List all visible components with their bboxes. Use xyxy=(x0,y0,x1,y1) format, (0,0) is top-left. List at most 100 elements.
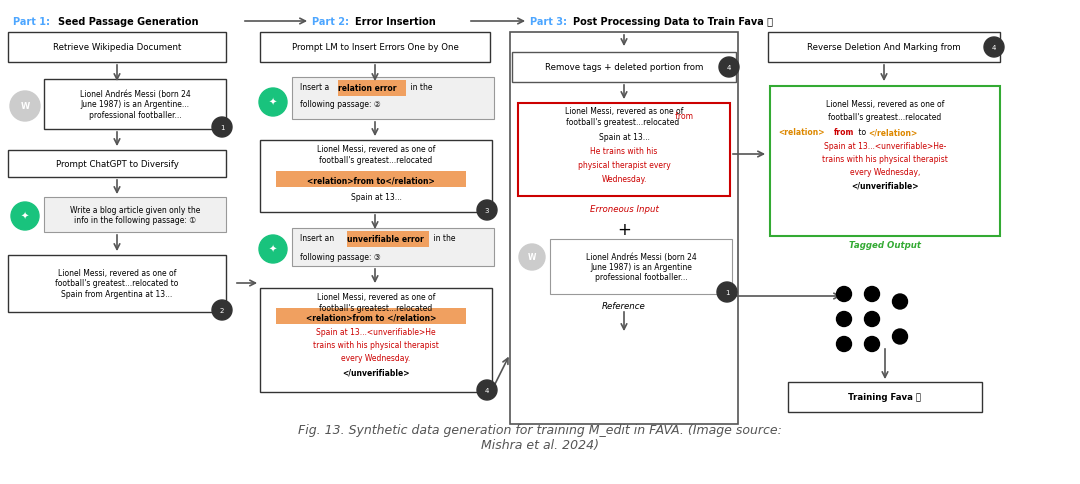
Text: W: W xyxy=(528,253,536,262)
Text: Training Fava 🌱: Training Fava 🌱 xyxy=(849,393,921,402)
Text: Erroneous Input: Erroneous Input xyxy=(590,205,659,213)
Text: ✦: ✦ xyxy=(21,212,29,222)
Text: 4: 4 xyxy=(727,65,731,71)
Circle shape xyxy=(837,287,851,302)
Text: <relation>from to</relation>: <relation>from to</relation> xyxy=(307,176,435,185)
Text: Spain at 13...: Spain at 13... xyxy=(598,133,649,142)
Bar xyxy=(510,33,738,424)
Bar xyxy=(512,53,735,83)
Circle shape xyxy=(717,283,737,302)
Bar xyxy=(770,87,1000,237)
Bar xyxy=(347,231,429,247)
Text: Prompt ChatGPT to Diversify: Prompt ChatGPT to Diversify xyxy=(55,160,178,168)
Bar xyxy=(8,33,226,63)
Circle shape xyxy=(984,38,1004,58)
Text: Fig. 13. Synthetic data generation for training M_edit in FAVA. (Image source:
M: Fig. 13. Synthetic data generation for t… xyxy=(298,423,782,451)
Text: Lionel Messi, revered as one of
football's greatest...relocated: Lionel Messi, revered as one of football… xyxy=(565,107,684,126)
Bar xyxy=(788,382,982,412)
Text: 1: 1 xyxy=(219,125,225,131)
Text: +: + xyxy=(617,221,631,239)
Text: in the: in the xyxy=(408,83,432,92)
Text: Tagged Output: Tagged Output xyxy=(849,241,921,249)
Text: 1: 1 xyxy=(725,289,729,295)
Circle shape xyxy=(477,200,497,221)
Text: following passage: ③: following passage: ③ xyxy=(300,252,381,261)
Text: physical therapist every: physical therapist every xyxy=(578,161,671,170)
Circle shape xyxy=(892,329,907,344)
Bar xyxy=(338,81,406,97)
Text: Reference: Reference xyxy=(603,302,646,310)
Text: Lionel Messi, revered as one of
football's greatest...relocated: Lionel Messi, revered as one of football… xyxy=(316,145,435,165)
Circle shape xyxy=(259,89,287,117)
Text: every Wednesday,: every Wednesday, xyxy=(850,168,920,177)
Text: <relation>: <relation> xyxy=(778,128,824,137)
Text: Lionel Messi, revered as one of
football's greatest...relocated to
Spain from Ar: Lionel Messi, revered as one of football… xyxy=(55,269,178,298)
Circle shape xyxy=(864,337,879,352)
Text: Lionel Messi, revered as one of: Lionel Messi, revered as one of xyxy=(826,100,944,109)
Text: trains with his physical therapist: trains with his physical therapist xyxy=(822,155,948,164)
Text: Seed Passage Generation: Seed Passage Generation xyxy=(58,17,199,27)
Text: Remove tags + deleted portion from: Remove tags + deleted portion from xyxy=(544,63,703,72)
Text: 4: 4 xyxy=(991,45,996,51)
Text: from: from xyxy=(554,112,693,121)
Bar xyxy=(276,172,465,188)
Circle shape xyxy=(212,301,232,320)
Circle shape xyxy=(259,236,287,263)
Bar xyxy=(260,33,490,63)
Text: ✦: ✦ xyxy=(269,244,278,255)
Bar xyxy=(768,33,1000,63)
Text: Wednesday.: Wednesday. xyxy=(602,175,647,184)
Text: </unverifiable>: </unverifiable> xyxy=(342,368,409,377)
Circle shape xyxy=(837,312,851,327)
Bar xyxy=(8,151,226,178)
Text: Post Processing Data to Train Fava 🌱: Post Processing Data to Train Fava 🌱 xyxy=(573,17,773,27)
Bar xyxy=(260,288,492,392)
Text: </unverifiable>: </unverifiable> xyxy=(851,181,919,190)
Circle shape xyxy=(519,244,545,271)
Text: Reverse Deletion And Marking from: Reverse Deletion And Marking from xyxy=(807,44,961,52)
Text: Spain at 13...<unverifiable>He-: Spain at 13...<unverifiable>He- xyxy=(824,142,946,151)
Text: 3: 3 xyxy=(485,208,489,213)
Text: W: W xyxy=(21,102,29,111)
Circle shape xyxy=(477,380,497,400)
Bar xyxy=(8,256,226,312)
Bar xyxy=(276,308,465,324)
Bar xyxy=(44,197,226,232)
Bar xyxy=(292,78,494,120)
Circle shape xyxy=(837,337,851,352)
Text: Write a blog article given only the
info in the following passage: ①: Write a blog article given only the info… xyxy=(70,205,200,225)
Text: to: to xyxy=(856,128,868,137)
Circle shape xyxy=(719,58,739,78)
Text: Error Insertion: Error Insertion xyxy=(355,17,435,27)
Bar xyxy=(518,104,730,197)
Text: 4: 4 xyxy=(485,387,489,393)
Bar xyxy=(292,228,494,267)
Circle shape xyxy=(864,287,879,302)
Text: Part 2:: Part 2: xyxy=(312,17,349,27)
Circle shape xyxy=(10,92,40,122)
Circle shape xyxy=(212,118,232,138)
Text: trains with his physical therapist: trains with his physical therapist xyxy=(313,341,438,350)
Text: Part 1:: Part 1: xyxy=(13,17,50,27)
Text: Prompt LM to Insert Errors One by One: Prompt LM to Insert Errors One by One xyxy=(292,44,458,52)
Text: Retrieve Wikipedia Document: Retrieve Wikipedia Document xyxy=(53,44,181,52)
Text: unverifiable error: unverifiable error xyxy=(347,235,423,243)
Text: Insert an: Insert an xyxy=(300,234,337,243)
Text: Insert a: Insert a xyxy=(300,83,332,92)
Text: Lionel Andrés Messi (born 24
June 1987) is an Argentine
professional footballer.: Lionel Andrés Messi (born 24 June 1987) … xyxy=(585,252,697,282)
Text: from: from xyxy=(834,128,854,137)
Text: </relation>: </relation> xyxy=(868,128,917,137)
Circle shape xyxy=(864,312,879,327)
Bar xyxy=(260,141,492,212)
Text: football's greatest...relocated: football's greatest...relocated xyxy=(828,113,942,122)
Text: Part 3:: Part 3: xyxy=(530,17,567,27)
Text: Lionel Andrés Messi (born 24
June 1987) is an Argentine...
professional football: Lionel Andrés Messi (born 24 June 1987) … xyxy=(80,90,190,120)
Text: ✦: ✦ xyxy=(269,98,278,108)
Text: Spain at 13...: Spain at 13... xyxy=(351,193,402,202)
Bar xyxy=(550,240,732,294)
Text: every Wednesday.: every Wednesday. xyxy=(341,354,410,363)
Bar xyxy=(44,80,226,130)
Text: Lionel Messi, revered as one of
football's greatest...relocated: Lionel Messi, revered as one of football… xyxy=(316,293,435,312)
Text: He trains with his: He trains with his xyxy=(591,147,658,156)
Text: 2: 2 xyxy=(220,307,225,313)
